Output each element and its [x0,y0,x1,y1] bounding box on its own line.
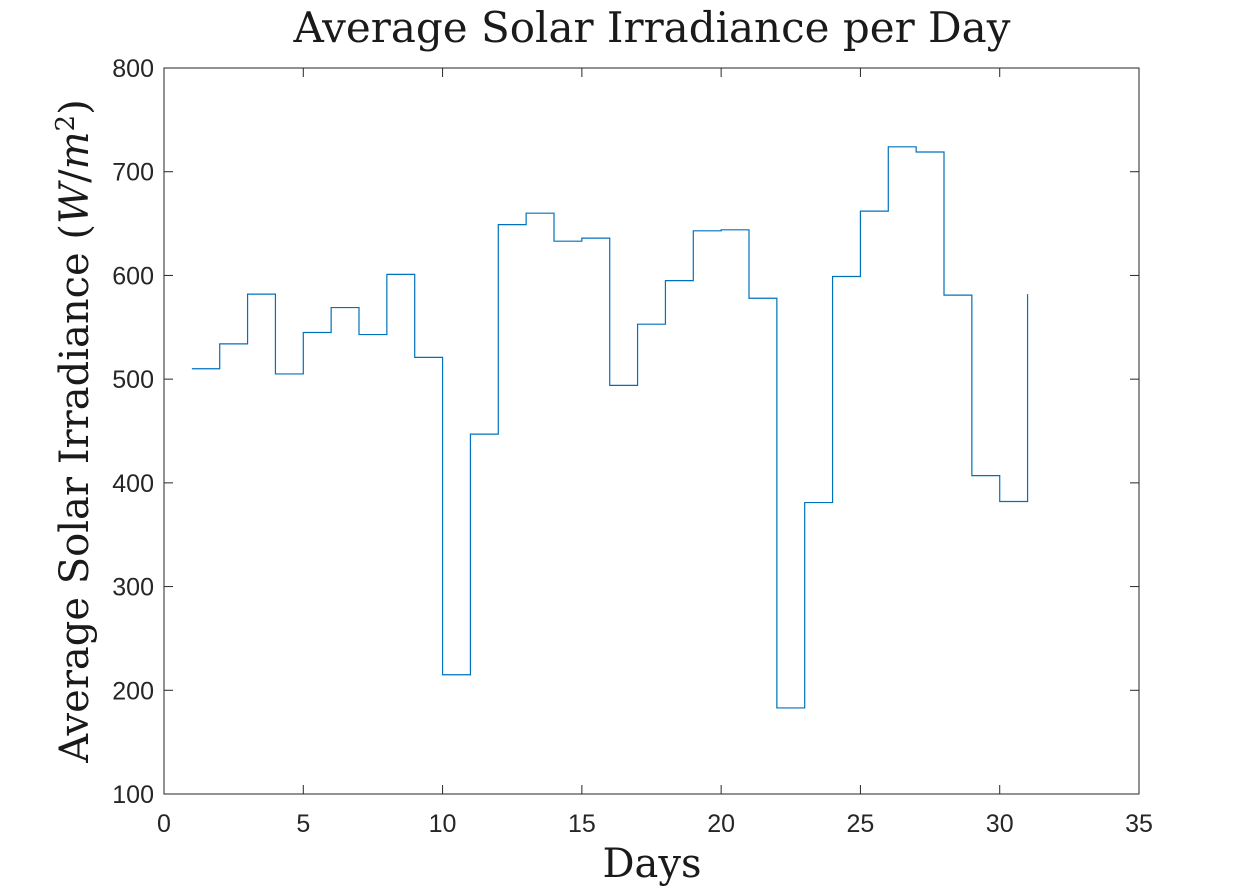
y-tick-label: 600 [112,262,154,290]
x-tick-label: 0 [157,810,171,838]
y-axis-label-slash: / [52,169,98,183]
x-tick-label: 20 [707,810,735,838]
x-tick-label: 5 [296,810,310,838]
y-tick-label: 500 [112,366,154,394]
x-axis-label: Days [602,841,701,887]
x-axis-ticks: 0 5 10 15 20 25 30 35 [157,68,1153,838]
x-tick-label: 15 [568,810,596,838]
y-axis-label-var-w: W [52,180,98,224]
series-line-irradiance [191,146,1029,709]
y-tick-label: 200 [112,677,154,705]
x-tick-label: 35 [1125,810,1153,838]
y-tick-label: 800 [112,55,154,83]
y-axis-label: Average Solar Irradiance (W/m2) [51,99,98,763]
y-axis-label-prefix: Average Solar Irradiance ( [52,224,98,764]
y-axis-label-var-m: m [52,131,98,169]
y-tick-label: 400 [112,470,154,498]
y-axis-ticks: 100 200 300 400 500 600 700 800 [112,55,1139,809]
y-axis-label-exponent: 2 [51,115,81,132]
x-tick-label: 10 [429,810,457,838]
x-tick-label: 25 [847,810,875,838]
y-axis-label-suffix: ) [52,99,98,115]
x-tick-label: 30 [986,810,1014,838]
plot-area-frame [163,67,1140,795]
y-tick-label: 700 [112,159,154,187]
y-tick-label: 300 [112,574,154,602]
chart-title: Average Solar Irradiance per Day [293,3,1011,52]
y-tick-label: 100 [112,781,154,809]
